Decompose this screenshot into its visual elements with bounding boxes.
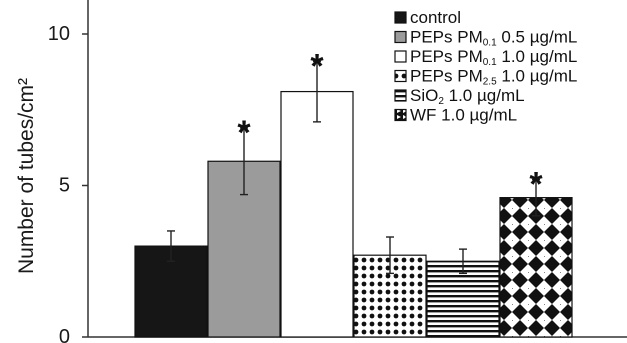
legend-swatch — [394, 69, 407, 83]
legend-label: PEPs PM0.1 1.0 µg/mL — [410, 47, 577, 68]
bar — [280, 90, 354, 338]
legend-swatch — [394, 50, 407, 63]
y-tick-label: 0 — [59, 326, 70, 343]
legend-label: WF 1.0 µg/mL — [410, 106, 517, 125]
significance-star: * — [237, 114, 251, 152]
legend-label: PEPs PM0.1 0.5 µg/mL — [410, 28, 577, 49]
legend-label: SiO2 1.0 µg/mL — [410, 86, 525, 107]
significance-star: * — [310, 47, 324, 85]
bar — [499, 197, 573, 338]
y-tick-label: 5 — [59, 175, 70, 197]
legend-swatch — [394, 108, 407, 122]
y-axis-label: Number of tubes/cm² — [15, 78, 38, 274]
legend-label: control — [410, 8, 461, 27]
significance-star: * — [529, 165, 543, 203]
legend-swatch — [394, 89, 407, 102]
y-tick-label: 10 — [48, 23, 70, 45]
bar — [207, 160, 281, 338]
legend-swatch — [394, 30, 407, 44]
legend-label: PEPs PM2.5 1.0 µg/mL — [410, 67, 577, 88]
legend-swatch — [394, 11, 407, 24]
